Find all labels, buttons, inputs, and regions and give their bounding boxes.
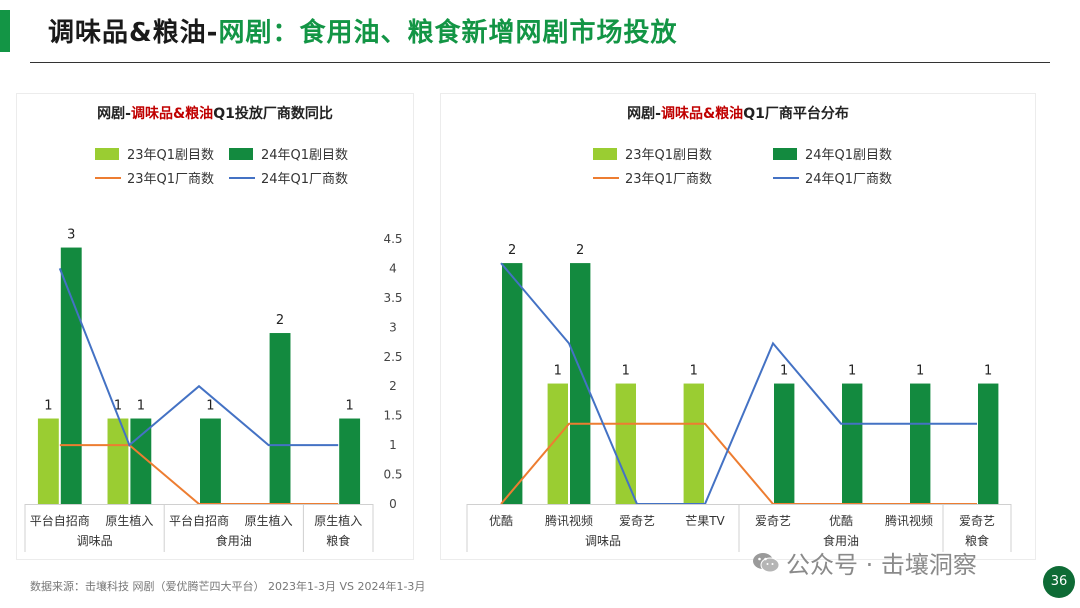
category-label: 爱奇艺 [619,514,655,528]
data-label-24q1: 1 [916,364,924,379]
wechat-icon [752,551,780,581]
legend-label: 24年Q1厂商数 [261,172,348,187]
data-label-23q1: 1 [622,364,630,379]
legend-label: 23年Q1剧目数 [127,148,214,163]
category-label: 平台自招商 [30,513,90,528]
category-label: 原生植入 [105,513,153,528]
bar-24q1 [200,418,221,504]
data-label-24q1: 1 [780,364,788,379]
title-divider [30,62,1050,63]
data-label-24q1: 2 [508,243,516,258]
group-label: 食用油 [216,533,252,548]
chart-title-suffix: Q1投放厂商数同比 [213,105,333,122]
watermark: 公众号 · 击壤洞察 [752,545,977,581]
data-label-24q1: 1 [137,399,145,414]
category-label: 原生植入 [245,513,293,528]
page-title: 调味品&粮油-网剧：食用油、粮食新增网剧市场投放 [48,12,677,49]
category-label: 优酷 [489,514,513,528]
chart-title-suffix: Q1厂商平台分布 [743,105,849,122]
chart-panel-vendor-count: 网剧-调味品&粮油Q1投放厂商数同比 23年Q1剧目数 24年Q1剧目数 23年Q1厂… [16,93,414,560]
right-axis-tick: 1 [389,438,397,452]
legend-label: 24年Q1厂商数 [805,172,892,187]
group-label: 粮食 [326,533,350,548]
bar-24q1 [502,263,523,504]
legend-swatch [95,148,119,160]
right-axis-tick: 0.5 [383,468,402,482]
right-axis-tick: 0 [389,497,397,511]
data-label-24q1: 2 [576,243,584,258]
chart-title-highlight: 调味品&粮油 [661,105,743,122]
legend-label: 24年Q1剧目数 [805,148,892,163]
category-label: 腾讯视频 [885,513,933,528]
bar-23q1 [37,418,59,504]
line-series-24q1-vendors [500,262,977,505]
category-label: 爱奇艺 [755,514,791,528]
bar-24q1 [774,383,795,504]
line-series-23q1-vendors [59,444,339,505]
chart-title-highlight: 调味品&粮油 [131,105,213,122]
chart-title-prefix: 网剧- [97,106,131,122]
data-label-23q1: 1 [690,364,698,379]
right-axis-tick: 4.5 [383,232,402,246]
bar-24q1 [60,247,82,504]
chart-title-prefix: 网剧- [627,106,661,122]
category-label: 芒果TV [685,513,725,528]
right-axis-tick: 2.5 [383,350,402,364]
chart-platform-distribution: 网剧-调味品&粮油Q1厂商平台分布 23年Q1剧目数 24年Q1剧目数 23年Q1厂商… [466,105,1012,552]
group-label: 食用油 [823,533,859,548]
legend-label: 23年Q1厂商数 [127,172,214,187]
category-label: 原生植入 [314,513,362,528]
bar-24q1 [570,263,591,504]
bar-24q1 [842,383,863,504]
title-accent-bar [0,10,10,52]
bar-23q1 [547,383,568,504]
chart-title: 网剧-调味品&粮油Q1厂商平台分布 [627,105,849,122]
page-title-prefix: 调味品&粮油- [48,18,219,48]
line-series-24q1-vendors [58,268,339,447]
category-label: 爱奇艺 [959,514,995,528]
page-title-main: 网剧：食用油、粮食新增网剧市场投放 [218,18,678,48]
right-axis-tick: 3 [389,320,397,334]
category-label: 平台自招商 [169,513,229,528]
legend-swatch [229,148,253,160]
right-axis-tick: 4 [389,261,397,275]
data-label-24q1: 1 [345,399,353,414]
data-label-23q1: 1 [44,399,52,414]
legend-label: 24年Q1剧目数 [261,148,348,163]
right-axis-tick: 2 [389,379,397,393]
data-label-24q1: 1 [206,399,214,414]
bar-23q1 [683,383,704,504]
group-label: 调味品 [585,534,621,548]
legend-swatch [773,148,797,160]
group-label: 粮食 [965,533,989,548]
category-label: 优酷 [829,514,853,528]
chart-vendor-count: 网剧-调味品&粮油Q1投放厂商数同比 23年Q1剧目数 24年Q1剧目数 23年Q1厂… [24,105,403,552]
right-axis-tick: 3.5 [383,291,402,305]
bar-24q1 [978,383,999,504]
watermark-text: 公众号 · 击壤洞察 [786,551,977,579]
right-axis-tick: 1.5 [383,409,402,423]
bar-23q1 [615,383,636,504]
legend-label: 23年Q1厂商数 [625,172,712,187]
group-label: 调味品 [77,534,113,548]
data-label-24q1: 1 [848,364,856,379]
data-label-23q1: 1 [114,399,122,414]
data-label-23q1: 1 [554,364,562,379]
bar-24q1 [339,418,361,504]
bar-24q1 [269,333,291,504]
data-label-24q1: 3 [67,228,75,243]
chart-panel-platform-distribution: 网剧-调味品&粮油Q1厂商平台分布 23年Q1剧目数 24年Q1剧目数 23年Q1厂商… [440,93,1036,560]
bar-23q1 [107,418,129,504]
data-label-24q1: 2 [276,313,284,328]
data-source-footer: 数据来源：击壤科技 网剧（爱优腾芒四大平台） 2023年1-3月 VS 2024… [30,580,426,593]
page-number: 36 [1043,566,1075,598]
chart-title: 网剧-调味品&粮油Q1投放厂商数同比 [97,105,333,122]
legend-label: 23年Q1剧目数 [625,148,712,163]
bar-24q1 [910,383,931,504]
legend-swatch [593,148,617,160]
data-label-24q1: 1 [984,364,992,379]
category-label: 腾讯视频 [545,513,593,528]
